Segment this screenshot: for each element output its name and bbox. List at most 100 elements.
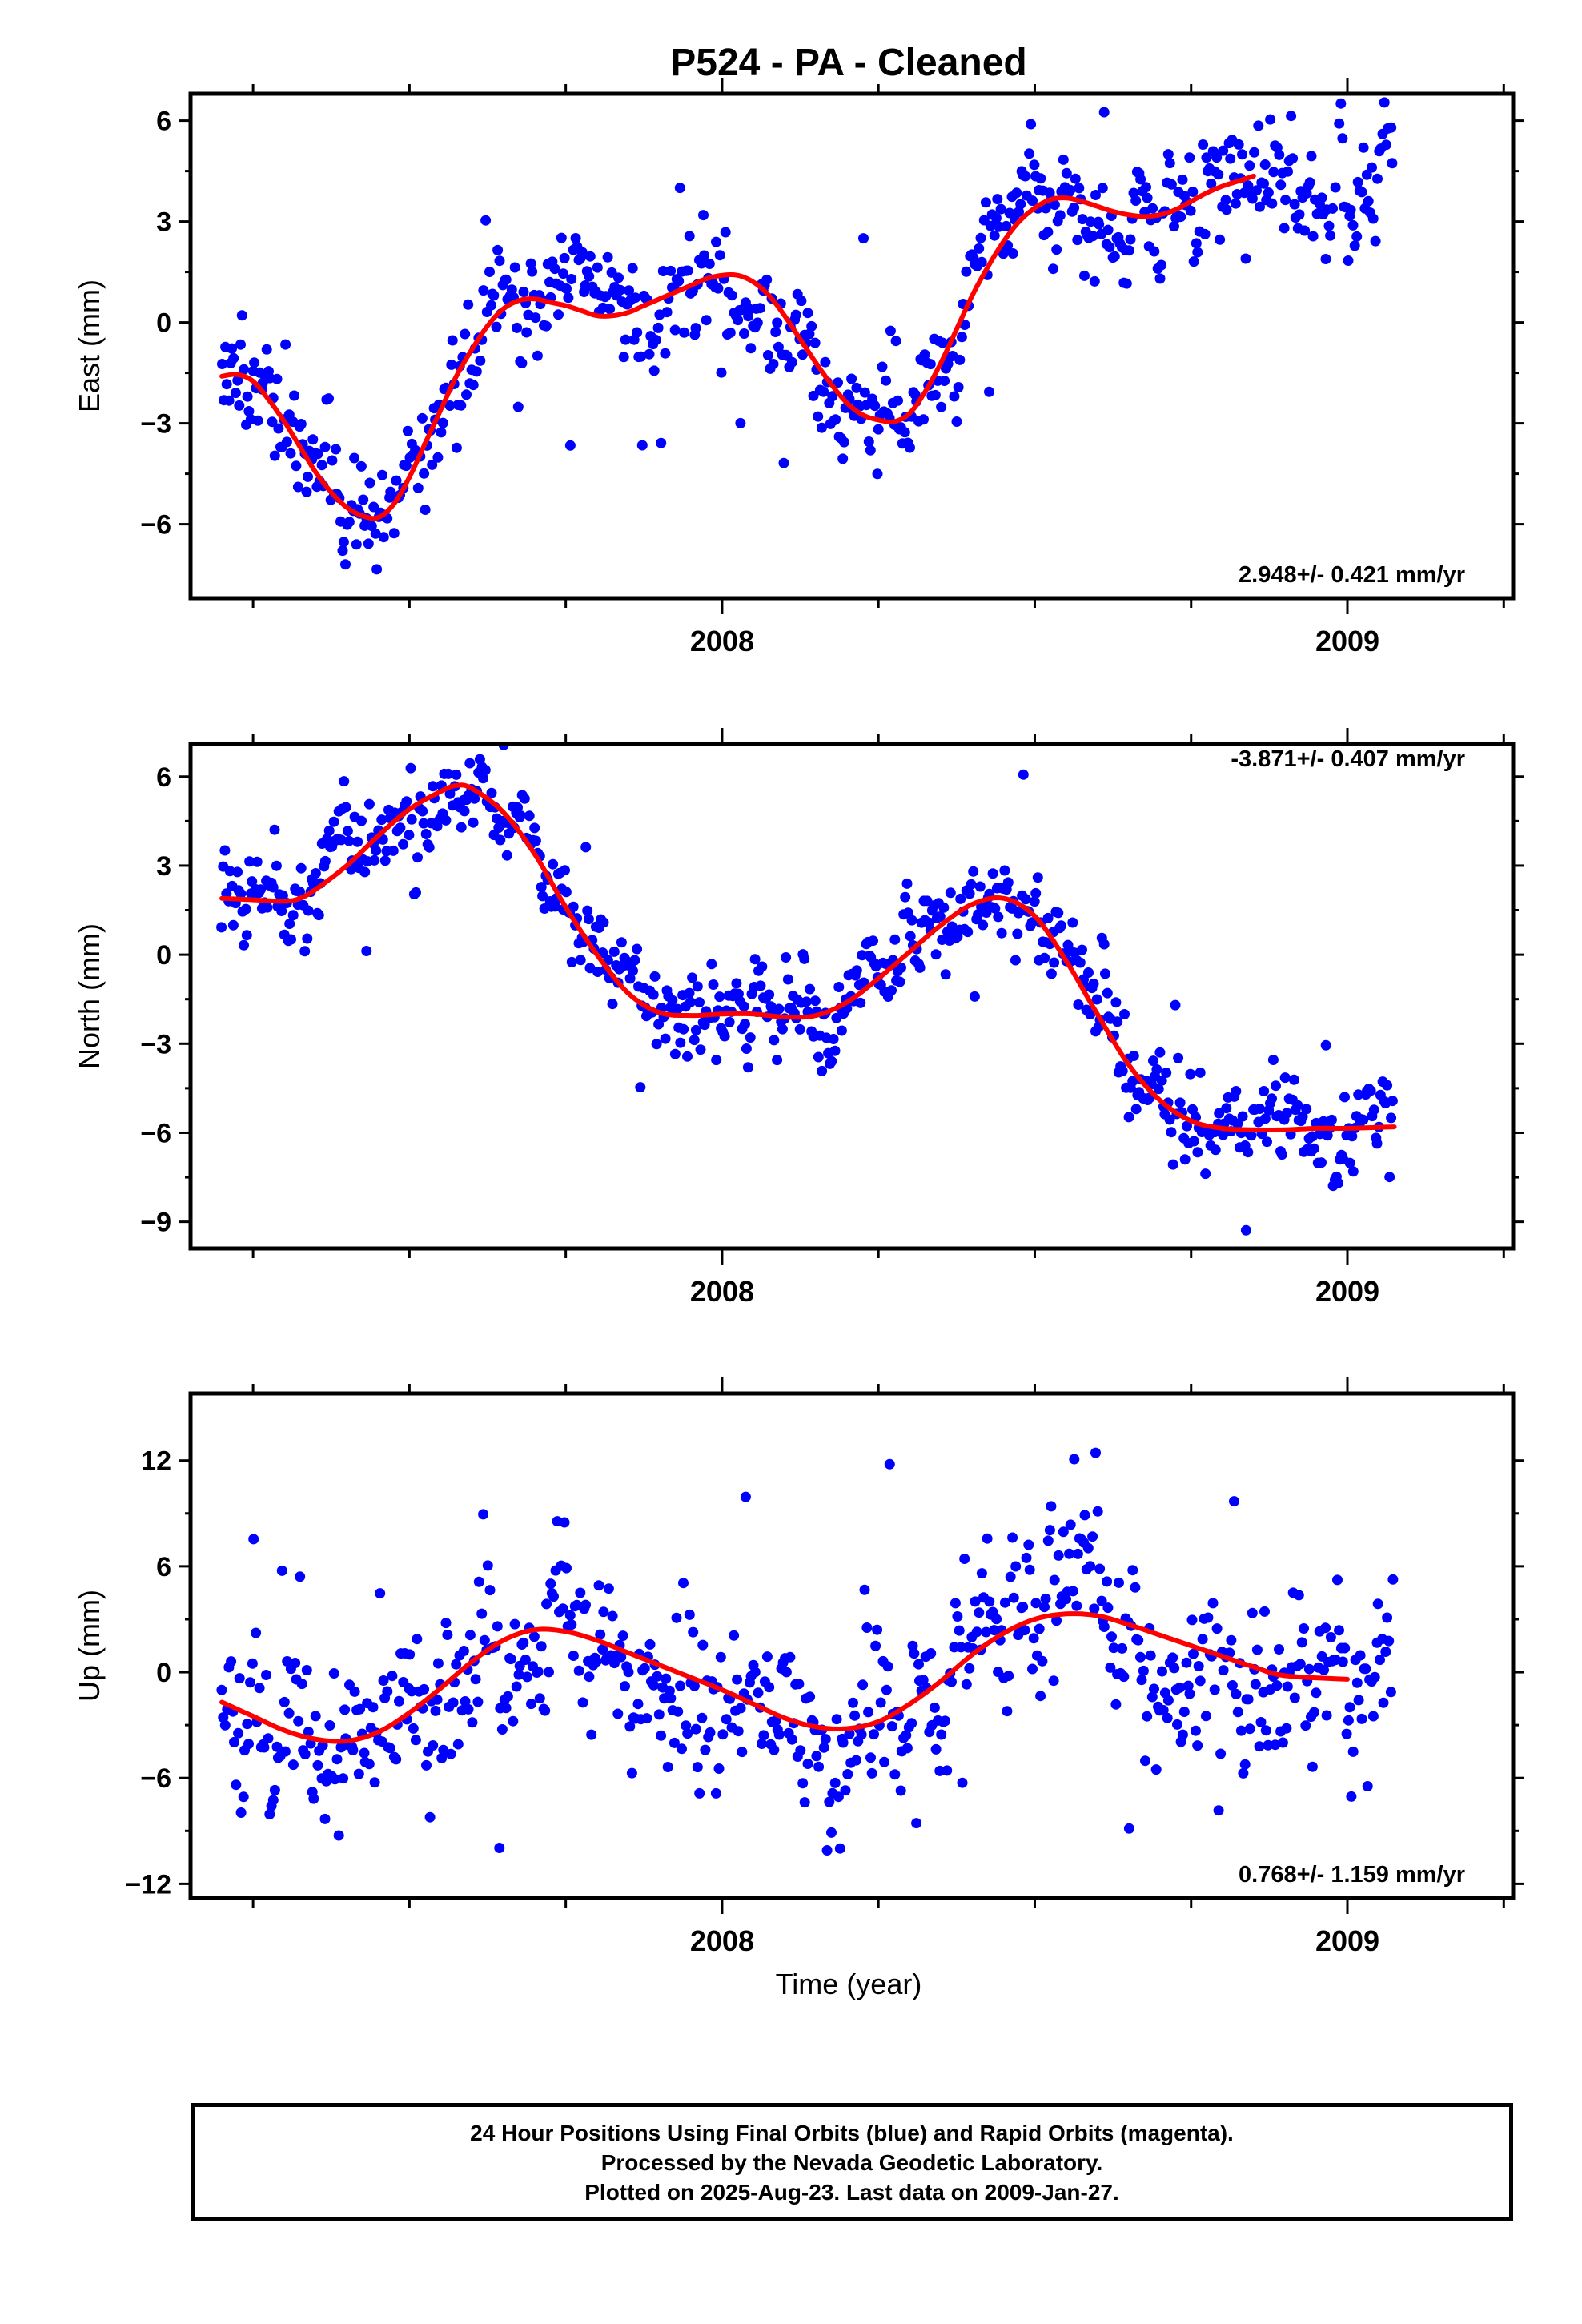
- observation-point: [1316, 1157, 1327, 1168]
- observation-point: [726, 290, 737, 301]
- observation-point: [1225, 153, 1236, 164]
- velocity-annotation: -3.871+/- 0.407 mm/yr: [1231, 746, 1465, 772]
- observation-point: [1380, 139, 1391, 151]
- observation-point: [975, 232, 986, 243]
- observation-point: [243, 1739, 254, 1750]
- observation-point: [496, 1724, 508, 1735]
- observation-point: [737, 1747, 748, 1758]
- observation-point: [925, 359, 936, 370]
- observation-point: [592, 967, 604, 977]
- observation-point: [1384, 1172, 1395, 1183]
- observation-point: [1306, 151, 1317, 162]
- observation-point: [513, 1669, 524, 1680]
- observation-point: [953, 382, 964, 392]
- y-tick-label: 12: [141, 1446, 171, 1477]
- observation-point: [1027, 195, 1038, 207]
- plot-frame: [188, 742, 1516, 1251]
- observation-point: [235, 339, 246, 350]
- observation-point: [1010, 1561, 1022, 1572]
- observation-point: [234, 400, 245, 411]
- observation-point: [342, 826, 353, 837]
- observation-point: [632, 943, 643, 955]
- observation-point: [1173, 1052, 1184, 1063]
- observation-point: [475, 355, 486, 366]
- observation-point: [755, 980, 766, 991]
- observation-point: [1337, 1656, 1348, 1667]
- observation-point: [696, 258, 707, 269]
- observation-point: [1240, 1224, 1251, 1236]
- observation-point: [782, 974, 793, 985]
- observation-point: [1102, 224, 1114, 235]
- observation-point: [1352, 176, 1363, 187]
- observation-point: [347, 1745, 359, 1755]
- observation-point: [976, 256, 987, 267]
- observation-point: [1150, 1764, 1162, 1775]
- observation-point: [698, 210, 709, 221]
- observation-point: [437, 417, 448, 428]
- observation-point: [1175, 211, 1186, 223]
- observation-point: [794, 1023, 805, 1035]
- observation-point: [242, 391, 253, 402]
- observation-point: [411, 887, 421, 898]
- observation-point: [1102, 987, 1113, 999]
- observation-point: [1244, 160, 1255, 171]
- observation-point: [443, 768, 454, 779]
- observation-point: [872, 468, 883, 480]
- observation-point: [911, 1818, 922, 1829]
- observation-point: [1072, 235, 1083, 246]
- observation-point: [541, 1598, 552, 1610]
- observation-point: [917, 1675, 929, 1686]
- observation-point: [1054, 210, 1066, 221]
- observation-point: [329, 1774, 340, 1785]
- observation-point: [1330, 182, 1341, 193]
- observation-point: [1042, 227, 1054, 238]
- observation-point: [561, 283, 572, 294]
- observation-point: [1169, 1663, 1180, 1674]
- observation-point: [1386, 1112, 1397, 1124]
- observation-point: [942, 1765, 953, 1776]
- observation-point: [1162, 1695, 1174, 1706]
- observation-point: [851, 965, 862, 976]
- observation-point: [945, 887, 956, 899]
- observation-point: [248, 1534, 259, 1545]
- observation-point: [851, 382, 862, 393]
- observation-point: [1195, 1675, 1206, 1687]
- observation-point: [714, 250, 725, 261]
- observation-point: [773, 1729, 785, 1740]
- observation-point: [532, 1666, 544, 1677]
- observation-point: [295, 887, 305, 897]
- observation-point: [1287, 153, 1299, 164]
- observation-point: [901, 1730, 912, 1741]
- y-tick-label: 6: [156, 107, 171, 137]
- observation-point: [1162, 149, 1174, 160]
- footer-line-1: 24 Hour Positions Using Final Orbits (bl…: [470, 2120, 1234, 2145]
- observation-point: [247, 1658, 258, 1669]
- observation-point: [559, 252, 570, 263]
- observation-point: [1184, 152, 1195, 163]
- observation-point: [440, 1618, 452, 1629]
- observation-point: [1065, 184, 1076, 195]
- observation-point: [217, 359, 227, 369]
- observation-point: [284, 919, 295, 929]
- observation-point: [240, 903, 251, 915]
- observation-point: [1321, 1710, 1332, 1721]
- observation-point: [690, 323, 701, 334]
- x-tick-label: 2009: [1315, 1924, 1379, 1957]
- observation-point: [261, 1670, 271, 1680]
- observation-point: [1024, 148, 1035, 159]
- observation-point: [1141, 182, 1151, 193]
- observation-point: [384, 1743, 396, 1754]
- observation-point: [761, 1651, 773, 1663]
- observation-point: [755, 303, 765, 314]
- observation-point: [675, 1680, 686, 1691]
- observation-point: [964, 1663, 975, 1674]
- observation-point: [1274, 1644, 1284, 1655]
- observation-point: [1351, 231, 1363, 242]
- observation-point: [937, 337, 948, 348]
- observation-point: [1267, 1093, 1277, 1104]
- observation-point: [1220, 195, 1231, 206]
- observation-point: [324, 1720, 335, 1731]
- observation-point: [387, 1671, 398, 1682]
- footer-note: 24 Hour Positions Using Final Orbits (bl…: [191, 2103, 1513, 2221]
- observation-point: [1136, 1675, 1147, 1686]
